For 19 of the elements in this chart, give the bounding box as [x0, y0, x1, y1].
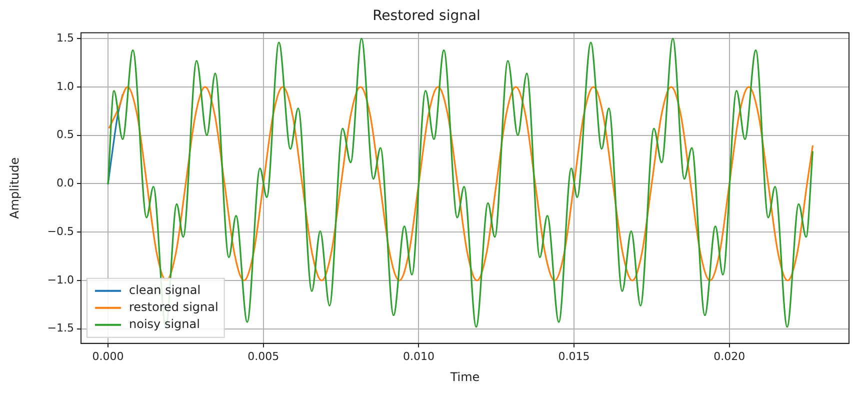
y-tick-label: −0.5 — [47, 224, 74, 238]
y-tick-label: 1.0 — [56, 80, 74, 93]
x-tick-label: 0.000 — [92, 350, 124, 363]
legend-label: clean signal — [129, 283, 201, 298]
x-tick-label: 0.020 — [714, 350, 746, 363]
legend-label: restored signal — [129, 300, 218, 314]
y-tick-label: 0.0 — [56, 176, 74, 190]
y-tick-label: −1.5 — [47, 322, 74, 335]
x-tick-label: 0.015 — [558, 350, 590, 363]
y-axis-title: Amplitude — [7, 157, 22, 219]
x-tick-label: 0.010 — [402, 350, 434, 363]
legend-label: noisy signal — [129, 317, 200, 332]
x-tick-label: 0.005 — [248, 350, 280, 363]
y-tick-label: −1.0 — [47, 273, 74, 286]
y-tick-label: 0.5 — [56, 128, 74, 142]
line-series — [108, 86, 814, 282]
y-tick-label: 1.5 — [56, 31, 74, 44]
x-axis-title: Time — [449, 370, 480, 384]
chart-title: Restored signal — [372, 8, 480, 24]
